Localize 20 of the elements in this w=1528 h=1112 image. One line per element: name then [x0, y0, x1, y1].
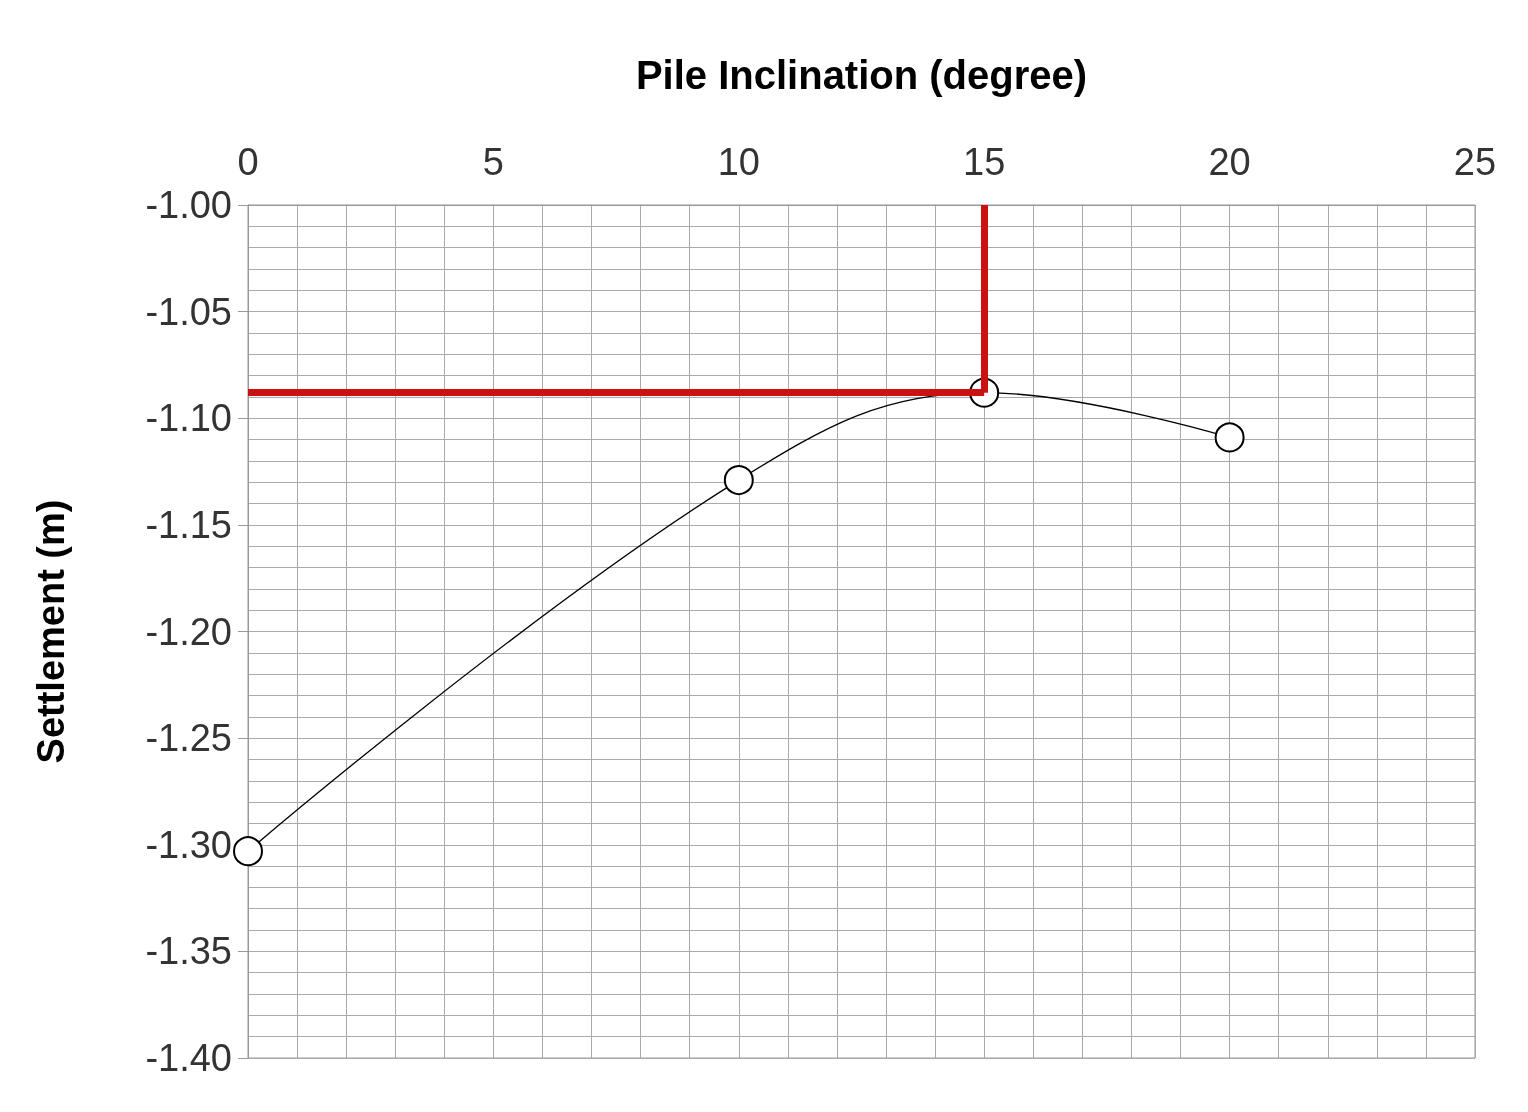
y-tick-label: -1.30 — [145, 823, 232, 866]
x-tick-label: 15 — [963, 141, 1006, 183]
x-tick-label: 0 — [237, 141, 259, 183]
point — [723, 465, 754, 496]
y-tick-label: -1.15 — [145, 503, 232, 546]
x-tick-label: 25 — [1453, 141, 1497, 183]
y-axis-title: Settlement (m) — [30, 499, 72, 764]
y-tick-label: -1.05 — [145, 290, 232, 333]
point — [233, 836, 263, 867]
y-tick-label: -1.40 — [145, 1037, 232, 1079]
y-tick-label: -1.25 — [145, 717, 232, 760]
y-tick-label: -1.00 — [145, 184, 232, 226]
x-tick-label: 10 — [717, 141, 760, 183]
x-axis-title: Pile Inclination (degree) — [635, 53, 1088, 97]
x-tick-label: 20 — [1208, 141, 1251, 183]
y-tick-label: -1.10 — [145, 397, 232, 440]
point — [1214, 422, 1245, 453]
y-tick-label: -1.35 — [145, 930, 232, 973]
y-tick-label: -1.20 — [145, 610, 232, 653]
x-tick-label: 5 — [482, 141, 504, 183]
